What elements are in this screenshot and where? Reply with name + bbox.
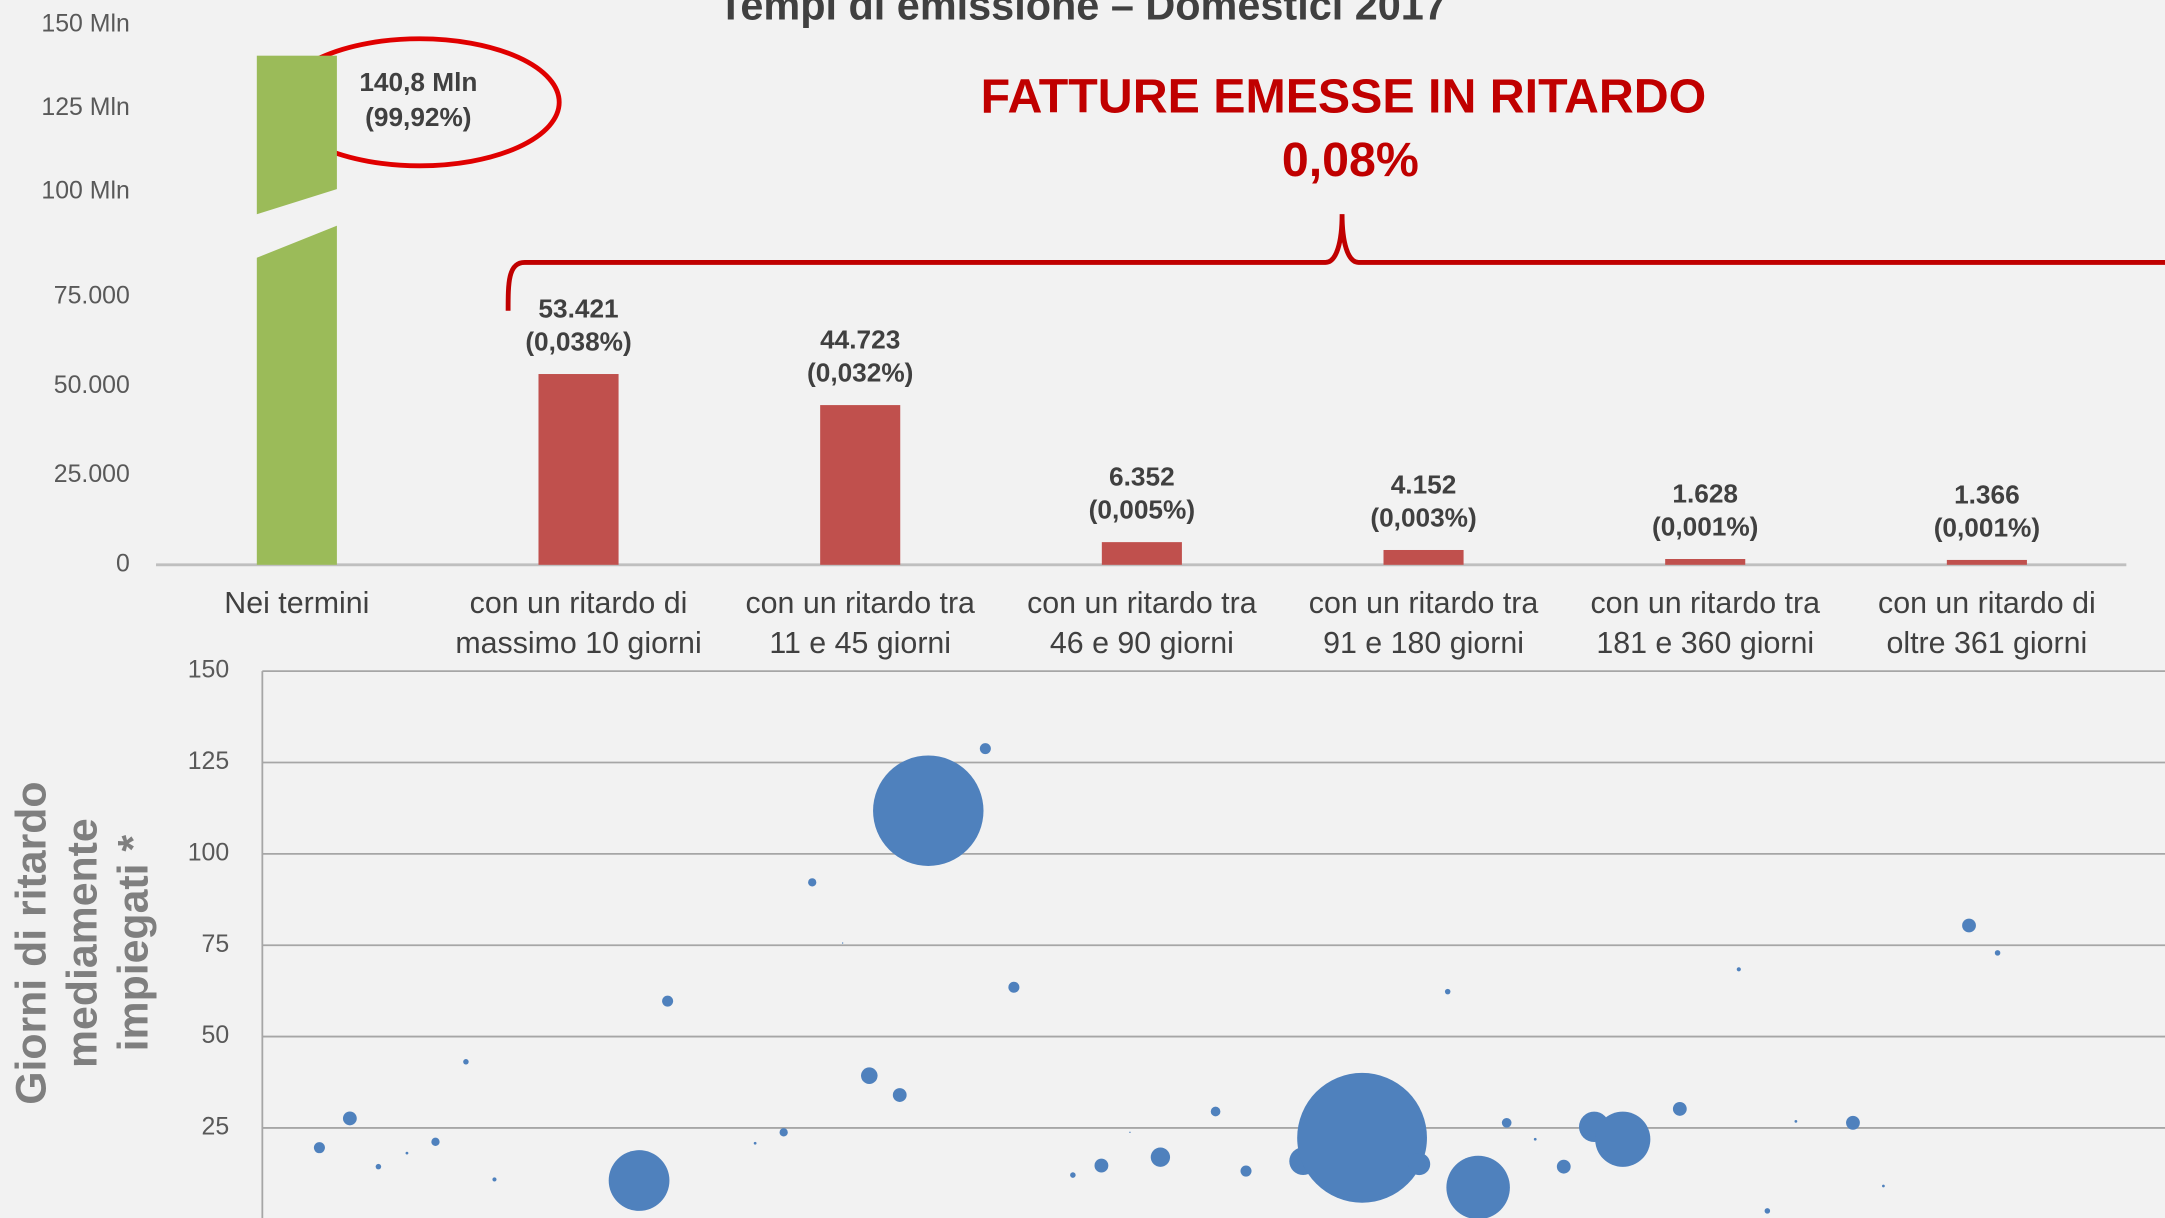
bubble xyxy=(1240,1165,1252,1177)
axis-break xyxy=(248,186,346,262)
bar xyxy=(1665,559,1746,565)
y-axis-label: Giorni di ritardomediamenteimpiegati * xyxy=(8,781,158,1104)
bubble xyxy=(979,743,991,755)
bubble xyxy=(1501,1117,1512,1128)
bubble xyxy=(1070,1172,1076,1178)
brace xyxy=(505,214,2165,311)
value-label: 1.366 xyxy=(1954,479,2020,509)
bubble xyxy=(1008,981,1020,993)
value-label: 6.352 xyxy=(1109,462,1175,492)
share-label: (0,003%) xyxy=(1370,503,1476,533)
x-tick-label: con un ritardo tra 11 e 45 giorni xyxy=(745,587,975,660)
bubble xyxy=(463,1059,469,1065)
y-tick-label: 150 Mln xyxy=(41,11,129,38)
bubble xyxy=(1297,1072,1427,1203)
bubble xyxy=(1882,1184,1885,1188)
x-tick-label: con un ritardo di massimo 10 giorni xyxy=(455,587,701,660)
y-tick-label: 125 xyxy=(188,748,229,775)
bubble xyxy=(1994,950,2001,956)
bar xyxy=(820,405,901,565)
y-tick-label: 100 xyxy=(188,839,229,866)
bubble xyxy=(1672,1102,1687,1116)
bubble xyxy=(1556,1159,1571,1174)
bubble xyxy=(753,1141,757,1145)
bubble xyxy=(1150,1147,1171,1167)
x-tick-label: con un ritardo tra 181 e 360 giorni xyxy=(1590,587,1820,660)
y-tick-label: 75.000 xyxy=(54,283,130,310)
share-label: (99,92%) xyxy=(365,102,471,132)
bubble xyxy=(1764,1208,1771,1214)
y-tick-label: 50 xyxy=(202,1022,230,1049)
bubble xyxy=(608,1150,670,1211)
y-tick-label: 125 Mln xyxy=(41,94,129,121)
y-tick-label: 100 Mln xyxy=(41,178,129,205)
bubble xyxy=(1794,1119,1798,1123)
bubble xyxy=(861,1067,878,1084)
share-label: (0,005%) xyxy=(1089,495,1195,525)
bubble xyxy=(892,1088,907,1102)
value-label: 44.723 xyxy=(820,324,900,354)
bubble xyxy=(1408,1153,1431,1176)
value-label: 1.628 xyxy=(1672,478,1738,508)
bubble xyxy=(1736,967,1741,972)
value-label: 4.152 xyxy=(1391,469,1457,499)
bubble xyxy=(662,995,674,1007)
y-tick-label: 75 xyxy=(202,931,230,958)
bubble xyxy=(405,1151,409,1155)
value-label: 140,8 Mln xyxy=(359,67,477,97)
annotation-text: FATTURE EMESSE IN RITARDO xyxy=(981,69,1707,123)
bar xyxy=(1946,559,2027,565)
bubble xyxy=(1094,1158,1109,1173)
y-tick-label: 25 xyxy=(202,1113,230,1140)
value-label: 53.421 xyxy=(538,293,618,323)
bubble xyxy=(1446,1155,1510,1218)
bar xyxy=(256,55,337,565)
y-tick-label: 25.000 xyxy=(54,461,130,488)
bubble xyxy=(431,1137,440,1146)
bubble xyxy=(1210,1106,1221,1117)
y-tick-label: 0 xyxy=(116,550,130,577)
share-label: (0,032%) xyxy=(807,358,913,388)
bubble xyxy=(492,1177,497,1182)
y-tick-label: 150 xyxy=(188,657,229,684)
x-tick-label: con un ritardo di oltre 361 giorni xyxy=(1878,587,2096,660)
bubble xyxy=(1962,918,1976,933)
bubble xyxy=(808,878,817,887)
bubble xyxy=(841,942,844,944)
bar xyxy=(538,374,619,565)
bubble xyxy=(1533,1137,1537,1141)
annotation-share: 0,08% xyxy=(1282,133,1419,187)
bubble xyxy=(375,1163,382,1170)
bubble xyxy=(873,755,984,866)
bubble xyxy=(1444,988,1451,995)
share-label: (0,001%) xyxy=(1652,512,1758,542)
bubble xyxy=(313,1142,325,1154)
bubble xyxy=(1846,1115,1860,1130)
bar xyxy=(1383,549,1464,565)
bubble xyxy=(1129,1131,1131,1134)
bubble xyxy=(779,1128,788,1137)
y-tick-label: 50.000 xyxy=(54,372,130,399)
x-tick-label: Nei termini xyxy=(224,587,369,620)
share-label: (0,001%) xyxy=(1934,512,2040,542)
x-tick-label: con un ritardo tra 46 e 90 giorni xyxy=(1027,587,1257,660)
bubble xyxy=(1595,1111,1651,1167)
x-tick-label: con un ritardo tra 91 e 180 giorni xyxy=(1309,587,1539,660)
chart-title: Tempi di emissione – Domestici 2017 xyxy=(718,0,1447,28)
bar xyxy=(1101,542,1182,565)
bubble xyxy=(342,1111,357,1126)
share-label: (0,038%) xyxy=(525,327,631,357)
